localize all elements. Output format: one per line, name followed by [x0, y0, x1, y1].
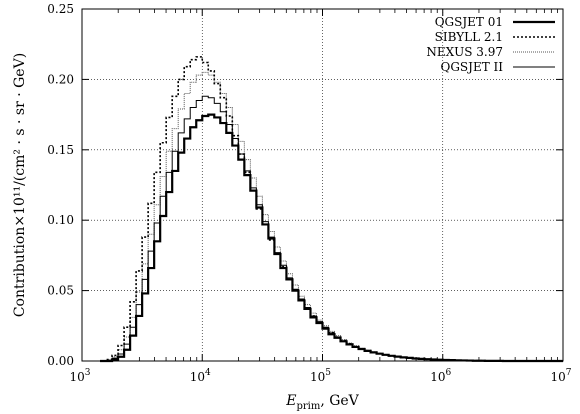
- y-tick-label: 0.00: [47, 354, 74, 368]
- series-layer: [100, 56, 563, 363]
- legend-label: NEXUS 3.97: [426, 45, 503, 59]
- series-sibyll-2-1: [100, 56, 563, 362]
- x-tick-label: 105: [310, 368, 331, 384]
- legend-label: SIBYLL 2.1: [435, 30, 503, 44]
- x-tick-base: 10: [550, 370, 565, 384]
- x-axis-symbol: E: [285, 393, 296, 409]
- legend-label: QGSJET 01: [435, 15, 503, 29]
- x-tick-base: 10: [190, 370, 205, 384]
- y-tick-label: 0.05: [47, 284, 74, 298]
- x-tick-label: 107: [550, 368, 571, 384]
- x-tick-base: 10: [69, 370, 84, 384]
- x-tick-exponent: 3: [85, 368, 91, 378]
- x-tick-label: 106: [430, 368, 451, 384]
- ticks: [81, 8, 564, 362]
- x-tick-label: 103: [69, 368, 90, 384]
- x-axis-title: Eprim, GeV: [285, 393, 359, 412]
- y-tick-label: 0.10: [47, 213, 74, 227]
- y-tick-label: 0.20: [47, 72, 74, 86]
- x-tick-base: 10: [430, 370, 445, 384]
- legend-label: QGSJET II: [440, 60, 503, 74]
- series-qgsjet-01: [100, 113, 563, 363]
- series-nexus-3-97: [100, 71, 563, 362]
- y-tick-label: 0.15: [47, 143, 74, 157]
- x-tick-exponent: 6: [446, 368, 452, 378]
- series-qgsjet-ii: [100, 95, 563, 362]
- y-axis-title: Contribution×10¹¹/(cm² · s · sr · GeV): [12, 53, 28, 317]
- x-tick-label: 104: [190, 368, 211, 384]
- x-tick-exponent: 7: [566, 368, 572, 378]
- x-axis-subscript: prim: [296, 401, 320, 412]
- x-tick-exponent: 5: [325, 368, 331, 378]
- x-axis-unit: , GeV: [320, 393, 359, 409]
- y-tick-label: 0.25: [47, 2, 74, 16]
- x-tick-base: 10: [310, 370, 325, 384]
- x-tick-exponent: 4: [205, 368, 211, 378]
- grid: [82, 9, 563, 361]
